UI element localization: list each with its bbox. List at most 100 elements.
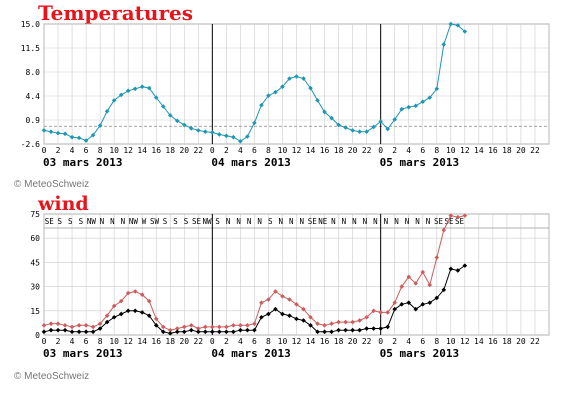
x-tick-label: 20	[179, 146, 189, 155]
wind-direction-label: NW	[87, 217, 97, 226]
x-tick-label: 22	[193, 146, 203, 155]
data-point	[378, 310, 383, 315]
x-tick-label: 20	[348, 146, 358, 155]
data-point	[252, 120, 257, 126]
wind-grid	[43, 213, 550, 336]
x-tick-label: 22	[530, 146, 540, 155]
x-tick-label: 8	[98, 337, 103, 346]
data-point	[118, 92, 124, 98]
data-point	[167, 113, 173, 118]
data-point	[441, 42, 447, 47]
y-tick-label: 15	[30, 307, 40, 316]
wind-direction-label: N	[278, 217, 283, 226]
data-point	[125, 88, 131, 94]
wind-direction-label: S	[268, 217, 273, 226]
data-point	[287, 76, 292, 81]
wind-direction-label: SE	[45, 217, 55, 226]
data-point	[41, 329, 47, 335]
wind-direction-label: SE	[192, 217, 202, 226]
x-tick-label: 4	[406, 337, 411, 346]
temperature-date-labels: 03 mars 2013 04 mars 2013 05 mars 2013	[43, 156, 459, 169]
data-point	[231, 134, 236, 140]
data-point	[174, 326, 180, 331]
x-tick-label: 2	[224, 337, 229, 346]
y-tick-label: -2.6	[21, 140, 40, 149]
data-point	[364, 326, 369, 331]
x-tick-label: 18	[334, 146, 344, 155]
y-tick-label: 75	[30, 210, 40, 219]
x-tick-label: 8	[434, 337, 439, 346]
data-point	[294, 316, 299, 322]
data-point	[245, 323, 250, 328]
data-point	[160, 104, 166, 109]
data-point	[322, 323, 327, 328]
temperature-grid	[43, 23, 550, 145]
x-tick-label: 12	[123, 146, 133, 155]
x-tick-label: 0	[378, 146, 383, 155]
data-point	[231, 329, 236, 335]
date-label: 04 mars 2013	[211, 347, 290, 360]
data-point	[55, 130, 61, 136]
data-point	[273, 289, 278, 294]
data-point	[90, 324, 96, 330]
wind-direction-label: SE	[455, 217, 465, 226]
data-point	[90, 329, 96, 335]
data-point	[441, 287, 447, 293]
data-point	[210, 130, 215, 135]
data-point	[76, 135, 82, 141]
wind-direction-label: N	[226, 217, 231, 226]
wind-title: wind	[37, 193, 89, 215]
wind-direction-label: SE	[308, 217, 318, 226]
data-point	[62, 327, 68, 333]
wind-direction-label: N	[373, 217, 378, 226]
data-point	[104, 108, 110, 114]
data-point	[399, 284, 405, 289]
data-point	[322, 329, 327, 335]
y-tick-label: 0.9	[26, 116, 41, 125]
data-point	[160, 329, 166, 335]
wind-y-ticks: 75 60 45 30 15 0	[30, 210, 40, 340]
data-point	[217, 329, 222, 335]
x-tick-label: 10	[278, 146, 288, 155]
y-tick-label: 30	[30, 283, 40, 292]
data-point	[69, 324, 75, 330]
data-point	[413, 103, 419, 109]
date-label: 03 mars 2013	[43, 156, 122, 169]
x-tick-label: 18	[502, 146, 512, 155]
wind-direction-row: SE S S S NW N N N NW W SW S S S SE NW S N N N N S N N N SE NE N N N N N…	[44, 217, 549, 229]
data-point	[308, 85, 313, 91]
data-point	[427, 95, 433, 100]
data-point	[343, 327, 348, 333]
data-point	[385, 126, 390, 132]
x-tick-label: 4	[70, 337, 75, 346]
temperature-y-ticks: 15.0 11.5 8.0 4.4 0.9 -2.6	[21, 20, 40, 149]
data-point	[55, 321, 61, 327]
x-tick-label: 8	[434, 146, 439, 155]
y-tick-label: 11.5	[21, 44, 40, 53]
data-point	[62, 323, 68, 328]
wind-date-labels: 03 mars 2013 04 mars 2013 05 mars 2013	[43, 347, 459, 360]
x-tick-label: 6	[84, 337, 89, 346]
x-tick-label: 0	[210, 146, 215, 155]
data-point	[188, 327, 194, 333]
data-point	[357, 318, 362, 323]
data-point	[238, 138, 243, 144]
data-point	[203, 329, 208, 335]
x-tick-label: 20	[348, 337, 358, 346]
data-point	[174, 118, 180, 124]
x-tick-label: 22	[362, 146, 372, 155]
x-tick-label: 0	[42, 337, 47, 346]
data-point	[427, 300, 433, 306]
data-point	[252, 327, 257, 333]
data-point	[357, 327, 362, 333]
data-point	[146, 298, 152, 304]
copyright-text: © MeteoSchweiz	[14, 371, 89, 382]
data-point	[132, 86, 138, 92]
x-tick-label: 14	[306, 146, 316, 155]
wind-x-ticks: 0 2 4 6 8 10 12 14 16 18 20 22 0 2 4 6 8 10 12 14 16 18 20 22 0 2…	[42, 337, 540, 346]
x-tick-label: 6	[84, 146, 89, 155]
x-tick-label: 18	[334, 337, 344, 346]
data-point	[392, 300, 397, 306]
data-point	[259, 314, 264, 320]
